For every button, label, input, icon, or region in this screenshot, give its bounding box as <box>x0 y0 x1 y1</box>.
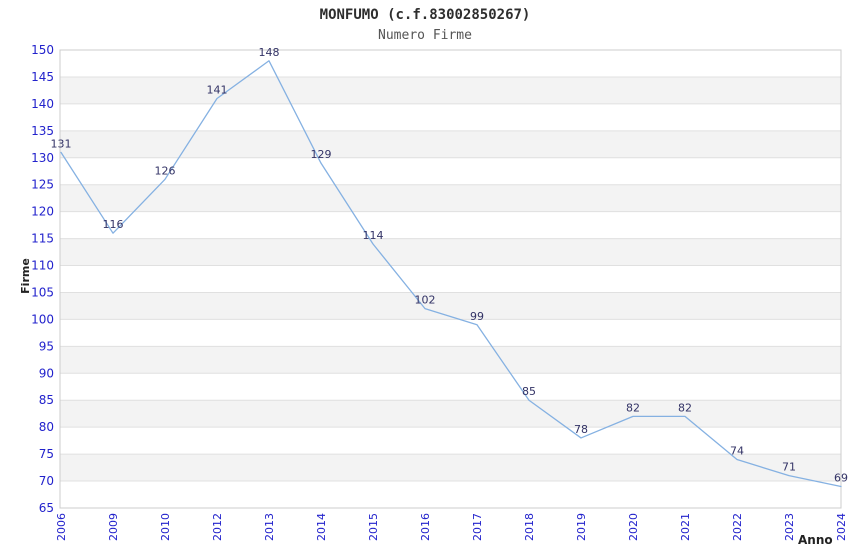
plot-band <box>60 454 841 482</box>
y-tick-label: 80 <box>39 420 54 434</box>
data-label: 131 <box>51 137 72 150</box>
plot-band <box>60 481 841 508</box>
y-tick-label: 140 <box>31 97 54 111</box>
plot-band <box>60 50 841 77</box>
data-label: 85 <box>522 385 536 398</box>
y-tick-label: 125 <box>31 178 54 192</box>
y-tick-label: 120 <box>31 205 54 219</box>
y-tick-label: 70 <box>39 474 54 488</box>
x-tick-label: 2015 <box>367 513 380 541</box>
plot-border <box>59 49 842 509</box>
x-tick-label: 2018 <box>523 513 536 541</box>
y-tick-label: 135 <box>31 124 54 138</box>
data-label: 126 <box>155 164 176 177</box>
chart-subtitle: Numero Firme <box>378 28 472 43</box>
x-tick-label: 2014 <box>315 513 328 541</box>
data-label: 114 <box>363 229 384 242</box>
plot-band <box>60 130 841 158</box>
x-axis-title: Anno <box>798 533 833 547</box>
data-label: 82 <box>678 401 692 414</box>
x-tick-label: 2024 <box>835 513 848 541</box>
y-tick-label: 110 <box>31 259 54 273</box>
y-tick-label: 130 <box>31 151 54 165</box>
plot-band <box>60 427 841 455</box>
x-tick-label: 2012 <box>211 513 224 541</box>
data-label: 148 <box>259 46 280 59</box>
y-tick-label: 65 <box>39 501 54 515</box>
y-tick-label: 90 <box>39 366 54 380</box>
plot-band <box>60 400 841 428</box>
data-label: 71 <box>782 461 796 474</box>
data-label: 116 <box>103 218 124 231</box>
chart-title: MONFUMO (c.f.83002850267) <box>319 7 531 23</box>
x-tick-label: 2021 <box>679 513 692 541</box>
plot-band <box>60 292 841 320</box>
y-tick-label: 150 <box>31 43 54 57</box>
y-tick-label: 75 <box>39 447 54 461</box>
plot-band <box>60 211 841 239</box>
data-label: 82 <box>626 401 640 414</box>
data-label: 78 <box>574 423 588 436</box>
y-tick-label: 95 <box>39 339 54 353</box>
y-tick-label: 85 <box>39 393 54 407</box>
plot-band <box>60 373 841 401</box>
data-label: 141 <box>207 83 228 96</box>
x-tick-label: 2023 <box>783 513 796 541</box>
y-tick-label: 145 <box>31 70 54 84</box>
series-line <box>60 60 842 488</box>
plot-band <box>60 76 841 104</box>
y-tick-label: 100 <box>31 312 54 326</box>
data-label: 129 <box>311 148 332 161</box>
plot-band <box>60 238 841 266</box>
y-tick-label: 105 <box>31 285 54 299</box>
plot-band <box>60 157 841 185</box>
plot-band <box>60 319 841 347</box>
x-tick-label: 2019 <box>575 513 588 541</box>
plot-band <box>60 103 841 131</box>
x-tick-label: 2016 <box>419 513 432 541</box>
y-tick-label: 115 <box>31 232 54 246</box>
x-tick-label: 2017 <box>471 513 484 541</box>
x-tick-label: 2020 <box>627 513 640 541</box>
plot-band <box>60 265 841 293</box>
data-label: 102 <box>415 294 436 307</box>
x-tick-label: 2006 <box>55 513 68 541</box>
plot-band <box>60 184 841 212</box>
data-label: 74 <box>730 445 744 458</box>
data-label: 69 <box>834 471 848 484</box>
data-label: 99 <box>470 310 484 323</box>
x-tick-label: 2010 <box>159 513 172 541</box>
x-tick-label: 2013 <box>263 513 276 541</box>
plot-band <box>60 346 841 374</box>
x-tick-label: 2022 <box>731 513 744 541</box>
x-tick-label: 2009 <box>107 513 120 541</box>
